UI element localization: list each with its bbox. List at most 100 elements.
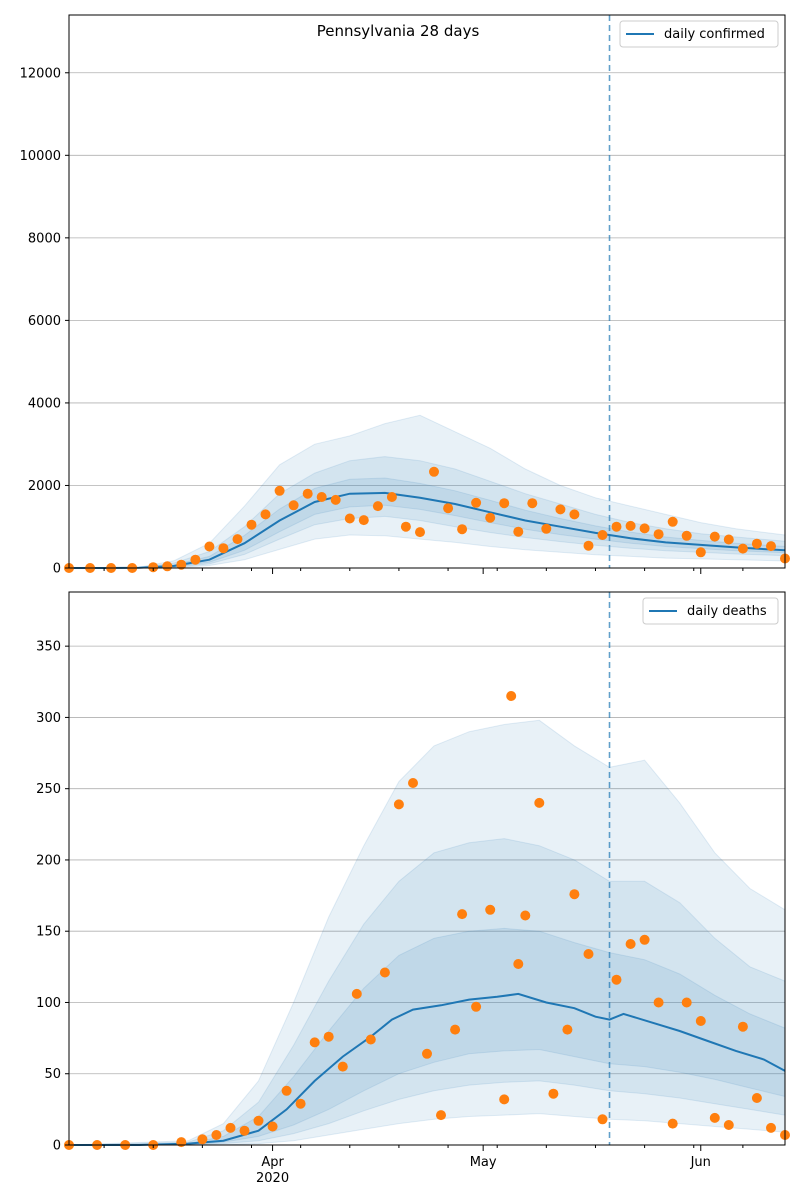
confirmed-legend: daily confirmed <box>619 20 779 48</box>
deaths-data-point <box>513 959 524 969</box>
confirmed-data-point <box>653 529 664 540</box>
deaths-x-tick-label: Apr <box>261 1155 284 1170</box>
deaths-data-point <box>422 1048 432 1059</box>
confirmed-data-point <box>288 500 299 511</box>
confirmed-data-point <box>485 512 496 523</box>
deaths-y-tick-label: 50 <box>44 1067 61 1082</box>
deaths-data-point <box>737 1021 748 1032</box>
deaths-data-point <box>239 1125 250 1136</box>
confirmed-data-point <box>541 523 552 534</box>
deaths-axes-frame <box>68 591 786 1146</box>
confirmed-data-point <box>260 509 271 520</box>
confirmed-data-point <box>611 521 622 532</box>
deaths-data-point <box>450 1024 461 1035</box>
deaths-y-axis: 0 50 100 150 200 250 300 350 <box>36 640 69 1154</box>
deaths-data-point <box>583 949 594 959</box>
confirmed-data-point <box>176 559 187 570</box>
deaths-data-point <box>351 988 362 999</box>
confirmed-data-point <box>625 520 636 531</box>
deaths-y-tick-label: 150 <box>36 925 61 940</box>
confirmed-data-point <box>667 516 678 527</box>
confirmed-data-point <box>443 503 454 514</box>
confirmed-data-point <box>639 523 650 534</box>
confirmed-axes-frame <box>68 14 786 569</box>
deaths-data-point <box>695 1016 706 1026</box>
deaths-data-point <box>211 1130 222 1140</box>
deaths-data-point <box>225 1122 236 1133</box>
confirmed-data-point <box>400 521 411 532</box>
confirmed-legend-label: daily confirmed <box>664 27 765 42</box>
confirmed-data-point <box>555 504 566 515</box>
confirmed-data-point <box>513 526 524 537</box>
deaths-data-point <box>379 967 390 978</box>
deaths-data-point <box>597 1114 608 1125</box>
confirmed-observed-points <box>64 466 790 573</box>
deaths-data-point <box>176 1137 187 1148</box>
confirmed-data-point <box>204 541 215 552</box>
deaths-data-point <box>337 1061 348 1072</box>
deaths-data-point <box>548 1088 559 1099</box>
confirmed-legend-box <box>619 20 779 48</box>
deaths-legend-label: daily deaths <box>687 604 767 619</box>
confirmed-y-tick-label: 4000 <box>28 396 61 411</box>
deaths-data-point <box>309 1037 320 1048</box>
deaths-y-tick-label: 200 <box>36 853 61 868</box>
deaths-data-point <box>408 778 418 788</box>
deaths-data-point <box>625 939 636 949</box>
confirmed-data-point <box>232 534 243 545</box>
deaths-data-point <box>365 1034 376 1045</box>
confirmed-y-axis: 0 2000 4000 6000 8000 10000 12000 <box>20 66 69 577</box>
deaths-data-point <box>295 1098 306 1109</box>
deaths-data-point <box>534 797 545 808</box>
confirmed-data-point <box>316 492 327 502</box>
deaths-data-point <box>197 1134 208 1145</box>
confirmed-data-point <box>386 492 397 502</box>
confirmed-data-point <box>527 498 538 509</box>
confirmed-data-point <box>148 562 159 573</box>
confirmed-data-point <box>471 497 482 508</box>
confirmed-y-tick-label: 2000 <box>28 479 61 494</box>
confirmed-data-point <box>737 543 748 554</box>
deaths-model-line <box>69 992 786 1146</box>
deaths-data-point <box>436 1110 446 1121</box>
deaths-data-point <box>751 1093 762 1103</box>
deaths-data-point <box>485 904 496 915</box>
confirmed-data-point <box>709 531 720 542</box>
deaths-data-point <box>253 1115 264 1126</box>
deaths-data-point <box>569 889 580 900</box>
confirmed-y-tick-label: 10000 <box>20 149 61 164</box>
confirmed-data-point <box>162 561 173 572</box>
deaths-x-tick-sublabel: 2020 <box>256 1171 289 1186</box>
confirmed-data-point <box>302 488 313 499</box>
confirmed-data-point <box>358 515 369 526</box>
confirmed-data-point <box>723 534 734 545</box>
deaths-data-point <box>653 997 664 1008</box>
confirmed-data-point <box>569 509 580 520</box>
confirmed-data-point <box>344 513 355 524</box>
confirmed-data-point <box>766 541 776 552</box>
deaths-legend-box <box>642 597 779 625</box>
deaths-x-tick-label: Jun <box>690 1155 711 1170</box>
deaths-data-point <box>267 1121 278 1132</box>
deaths-data-point <box>506 691 517 701</box>
deaths-data-point <box>562 1024 573 1035</box>
deaths-data-point <box>766 1122 776 1133</box>
confirmed-data-point <box>457 524 468 535</box>
deaths-x-tick-label: May <box>470 1155 497 1170</box>
confirmed-data-point <box>429 466 439 477</box>
deaths-uncertainty-bands <box>68 719 786 1146</box>
deaths-data-point <box>281 1085 292 1096</box>
confirmed-panel: 0 2000 4000 6000 8000 10000 12000 Pennsylvania… <box>20 14 790 577</box>
deaths-y-tick-label: 300 <box>36 711 61 726</box>
deaths-model-path <box>69 992 786 1146</box>
confirmed-y-tick-label: 0 <box>53 562 61 577</box>
chart-title: Pennsylvania 28 days <box>317 22 480 40</box>
deaths-data-point <box>681 997 692 1008</box>
deaths-data-point <box>639 934 650 945</box>
confirmed-data-point <box>695 547 706 558</box>
deaths-legend: daily deaths <box>642 597 779 625</box>
confirmed-data-point <box>583 540 594 551</box>
confirmed-data-point <box>246 519 257 530</box>
